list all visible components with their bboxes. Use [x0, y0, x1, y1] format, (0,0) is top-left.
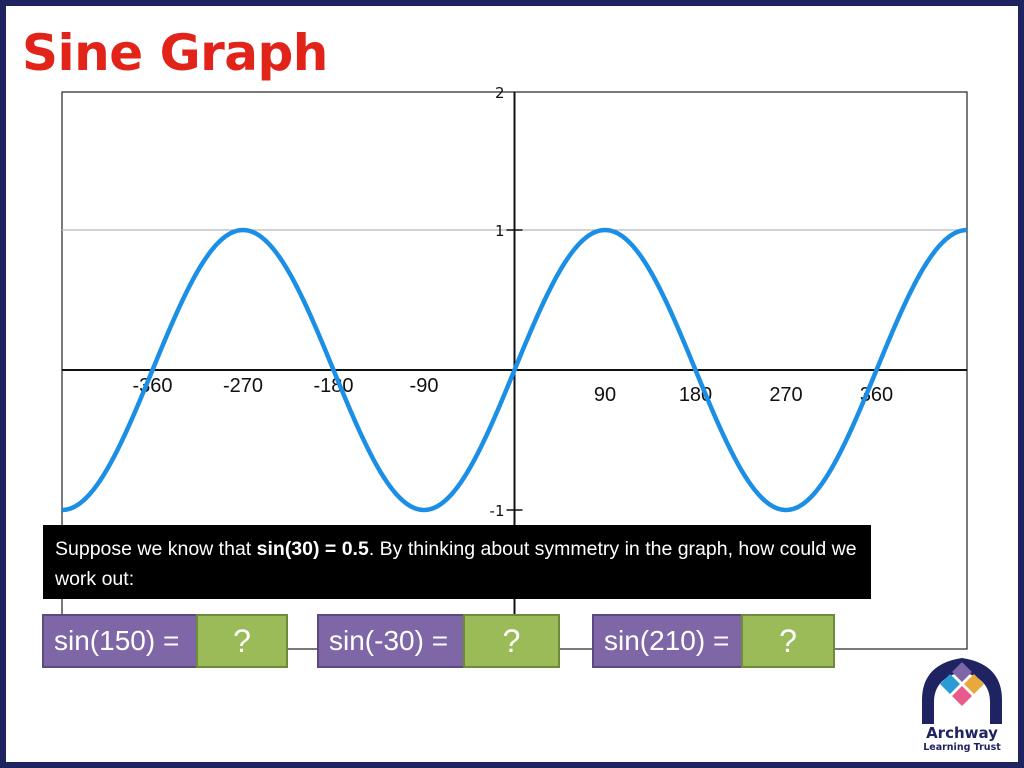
question-label: sin(210) =	[592, 614, 748, 668]
page-title: Sine Graph	[22, 24, 328, 82]
question-label: sin(150) =	[42, 614, 202, 668]
x-tick-label: -360	[132, 375, 172, 397]
slide: Sine Graph 2 1 -1 -360 -270 -180 -90 90 180 270 36…	[6, 6, 1018, 762]
x-tick-label: 90	[594, 384, 616, 406]
y-tick-label: -1	[490, 502, 505, 520]
y-tick-label: 2	[495, 84, 505, 102]
prompt-text-pre: Suppose we know that	[55, 538, 257, 560]
x-tick-label: -90	[410, 375, 439, 397]
sine-curve	[62, 227, 967, 513]
answer-box[interactable]: ?	[196, 614, 288, 668]
logo-line2: Learning Trust	[923, 742, 1001, 752]
archway-logo: Archway Learning Trust	[922, 658, 1002, 752]
prompt-text-post: . By thinking about symmetry in the grap…	[55, 538, 857, 590]
y-tick-label: 1	[495, 222, 505, 240]
answer-box[interactable]: ?	[741, 614, 835, 668]
question-prompt: Suppose we know that sin(30) = 0.5. By t…	[43, 525, 871, 599]
answer-box[interactable]: ?	[463, 614, 560, 668]
x-tick-label: -270	[223, 375, 263, 397]
x-tick-label: 270	[769, 384, 802, 406]
question-label: sin(-30) =	[317, 614, 469, 668]
x-tick-label: -180	[313, 375, 353, 397]
logo-line1: Archway	[926, 724, 998, 742]
prompt-text-bold: sin(30) = 0.5	[256, 538, 369, 560]
